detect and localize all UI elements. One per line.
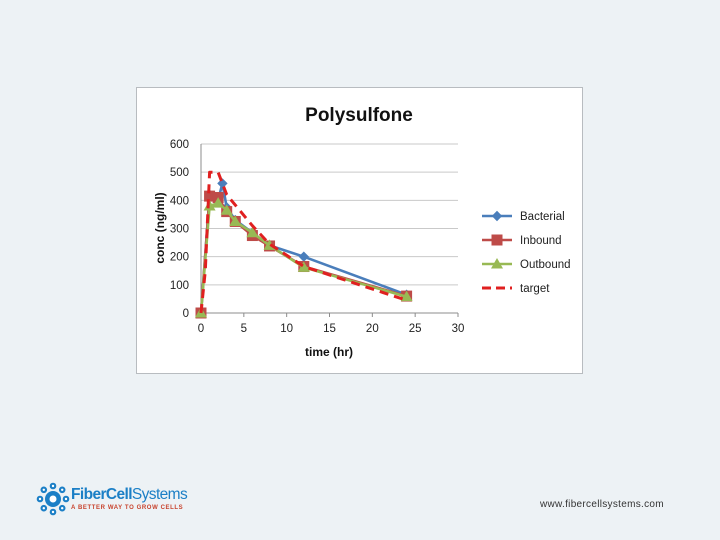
x-axis-title: time (hr) — [305, 345, 353, 359]
x-tick-label: 0 — [198, 323, 204, 335]
legend-inbound-point — [491, 234, 503, 246]
chart-title: Polysulfone — [305, 105, 413, 126]
footer-url-link[interactable]: www.fibercellsystems.com — [540, 499, 664, 510]
y-tick-labels: 0 100 200 300 400 500 600 — [170, 139, 189, 320]
y-tick-label: 400 — [170, 195, 189, 207]
legend-inbound: Inbound — [482, 234, 562, 247]
legend-bacterial-point — [491, 210, 503, 222]
series-outbound-point — [212, 197, 225, 208]
x-tick-label: 30 — [452, 323, 465, 335]
series-outbound-point — [220, 204, 233, 215]
logo-circle-mark-icon — [36, 482, 70, 516]
legend-outbound-label: Outbound — [520, 259, 571, 271]
legend-inbound-label: Inbound — [520, 235, 562, 247]
x-tick-label: 20 — [366, 323, 379, 335]
legend-outbound: Outbound — [482, 258, 571, 271]
legend-bacterial-label: Bacterial — [520, 211, 565, 223]
x-tick-label: 25 — [409, 323, 422, 335]
logo-name-part2: Systems — [131, 486, 188, 503]
series-target-line — [199, 170, 408, 314]
y-tick-label: 600 — [170, 139, 189, 151]
logo-tagline: A BETTER WAY TO GROW CELLS — [71, 505, 184, 511]
legend-bacterial: Bacterial — [482, 210, 565, 223]
series-bacterial-point — [298, 251, 309, 262]
legend-target-label: target — [520, 283, 550, 295]
polysulfone-chart: Polysulfone 0 100 200 300 400 500 600 0 5 10 15 20… — [153, 105, 571, 359]
series-outbound-point — [229, 215, 242, 226]
fibercell-logo[interactable]: FiberCellSystems A BETTER WAY TO GROW CE… — [36, 481, 196, 517]
series-inbound-point — [204, 190, 216, 202]
series-outbound-point — [246, 226, 259, 238]
y-axis-title: conc (ng/ml) — [153, 192, 167, 263]
x-tick-label: 15 — [323, 323, 336, 335]
y-tick-label: 100 — [170, 280, 189, 292]
series-outbound-point — [297, 261, 310, 272]
axes — [200, 144, 459, 317]
x-tick-labels: 0 5 10 15 20 25 30 — [198, 323, 465, 335]
logo-name-part1: FiberCell — [71, 486, 133, 503]
y-tick-label: 200 — [170, 252, 189, 264]
legend-outbound-point — [491, 258, 503, 269]
series-target — [199, 170, 408, 314]
series-lines — [195, 170, 413, 319]
x-tick-label: 10 — [280, 323, 293, 335]
y-tick-label: 300 — [170, 224, 189, 236]
legend: Bacterial Inbound Outbound target — [482, 210, 571, 295]
y-tick-label: 500 — [170, 167, 189, 179]
series-outbound-point — [400, 290, 413, 302]
legend-target: target — [482, 283, 550, 295]
y-tick-label: 0 — [183, 308, 189, 320]
series-bacterial — [195, 178, 412, 319]
logo-name: FiberCellSystems — [71, 486, 188, 504]
chart-frame: Polysulfone 0 100 200 300 400 500 600 0 5 10 15 20… — [136, 87, 583, 374]
x-tick-label: 5 — [241, 323, 247, 335]
grid-lines — [201, 143, 458, 286]
